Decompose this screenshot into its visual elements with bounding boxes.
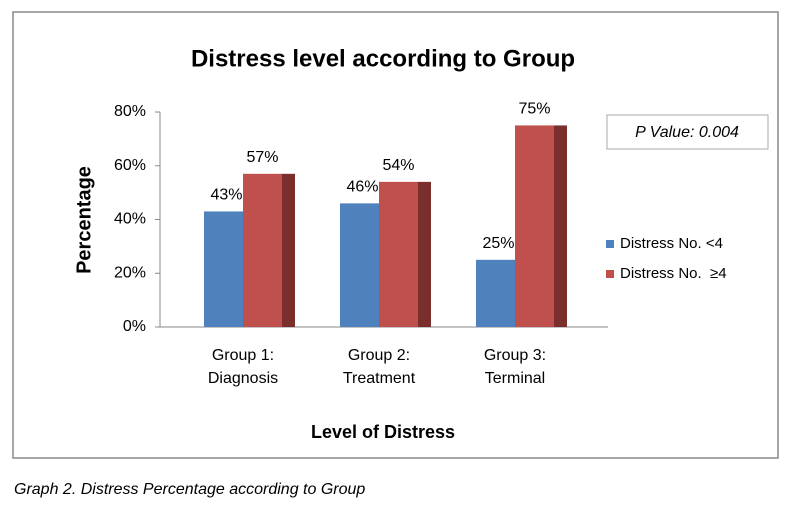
y-axis-title: Percentage (73, 166, 95, 274)
y-tick-label: 0% (123, 318, 146, 335)
annotation: P Value: 0.004 (635, 124, 739, 141)
x-axis-title: Level of Distress (311, 422, 455, 442)
annotation-box (606, 114, 769, 150)
data-label: 57% (246, 149, 278, 166)
y-tick-label: 80% (114, 103, 146, 120)
bar-side (418, 181, 431, 327)
caption: Graph 2. Distress Percentage according t… (14, 481, 366, 498)
x-tick-label: Group 1: Diagnosis (207, 347, 279, 387)
legend-swatch (606, 270, 614, 278)
x-tick-label: Group 2: Treatment (342, 347, 416, 387)
data-label: 75% (518, 101, 550, 118)
chart-title: Distress level according to Group (191, 45, 575, 72)
y-tick-label: 20% (114, 264, 146, 281)
y-tick-label: 60% (114, 157, 146, 174)
bar-side (554, 125, 567, 327)
bar (243, 173, 282, 327)
bar (515, 125, 554, 327)
data-label: 46% (346, 179, 378, 196)
bar (204, 211, 243, 327)
x-tick-label: Group 3: Terminal (483, 347, 547, 387)
bar (379, 181, 418, 327)
data-label: 43% (210, 187, 242, 204)
legend-label: Distress No. <4 (620, 235, 723, 252)
data-label: 25% (482, 235, 514, 252)
y-tick-label: 40% (114, 211, 146, 228)
data-label: 54% (382, 157, 414, 174)
bar-side (282, 173, 295, 327)
bar (476, 259, 515, 327)
legend-label: Distress No. ≥4 (620, 265, 727, 282)
legend-swatch (606, 240, 614, 248)
bar (340, 203, 379, 327)
